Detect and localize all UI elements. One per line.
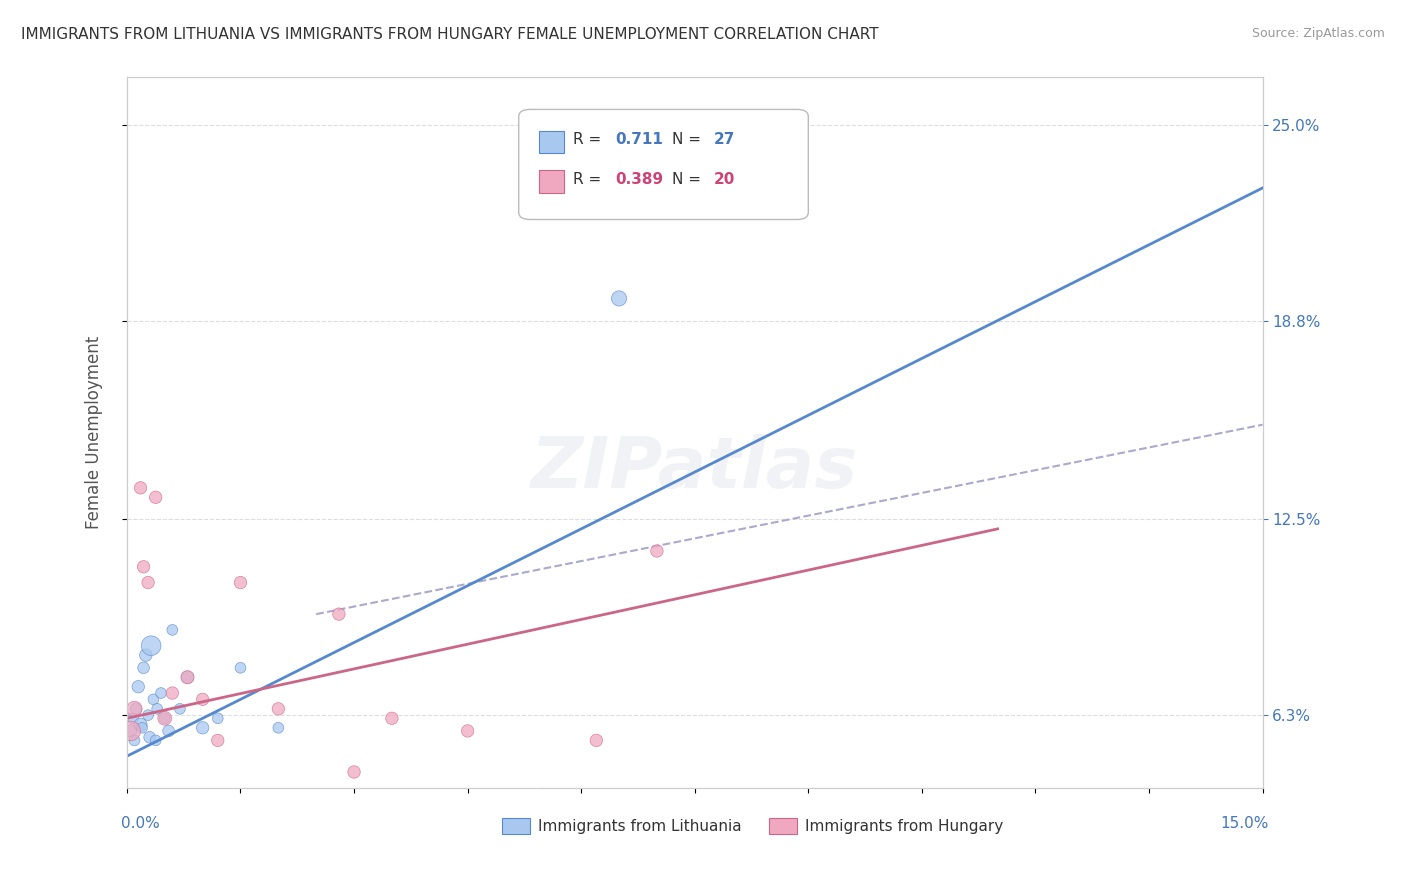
- Point: [162, 623, 184, 637]
- Point: [153, 711, 176, 725]
- Text: Immigrants from Hungary: Immigrants from Hungary: [804, 819, 1002, 834]
- Text: R =: R =: [574, 171, 606, 186]
- Point: [759, 165, 782, 179]
- Text: N =: N =: [672, 132, 706, 147]
- Point: [328, 607, 350, 621]
- Text: ZIPatlas: ZIPatlas: [531, 434, 859, 502]
- Point: [136, 575, 159, 590]
- Text: 15.0%: 15.0%: [1220, 816, 1268, 831]
- Point: [132, 661, 155, 675]
- Point: [229, 575, 252, 590]
- Point: [145, 733, 167, 747]
- Point: [122, 711, 145, 725]
- Point: [207, 711, 229, 725]
- FancyBboxPatch shape: [538, 170, 564, 194]
- Point: [120, 723, 142, 738]
- Point: [207, 733, 229, 747]
- Point: [135, 648, 157, 662]
- FancyBboxPatch shape: [502, 818, 530, 834]
- Point: [176, 670, 198, 684]
- Point: [149, 686, 172, 700]
- Text: 0.389: 0.389: [616, 171, 664, 186]
- FancyBboxPatch shape: [769, 818, 797, 834]
- Point: [457, 723, 479, 738]
- Point: [139, 639, 162, 653]
- Point: [138, 731, 160, 745]
- Point: [145, 491, 167, 505]
- Point: [645, 544, 668, 558]
- Point: [146, 702, 169, 716]
- Point: [229, 661, 252, 675]
- Text: Immigrants from Lithuania: Immigrants from Lithuania: [538, 819, 741, 834]
- Point: [132, 559, 155, 574]
- Point: [531, 787, 554, 801]
- Point: [124, 733, 146, 747]
- Point: [267, 721, 290, 735]
- Point: [127, 680, 149, 694]
- Text: IMMIGRANTS FROM LITHUANIA VS IMMIGRANTS FROM HUNGARY FEMALE UNEMPLOYMENT CORRELA: IMMIGRANTS FROM LITHUANIA VS IMMIGRANTS …: [21, 27, 879, 42]
- Point: [157, 723, 180, 738]
- Y-axis label: Female Unemployment: Female Unemployment: [86, 336, 103, 529]
- Point: [153, 711, 176, 725]
- Text: 0.0%: 0.0%: [121, 816, 160, 831]
- FancyBboxPatch shape: [538, 131, 564, 153]
- Point: [129, 481, 152, 495]
- Point: [343, 764, 366, 779]
- Text: N =: N =: [672, 171, 706, 186]
- Point: [136, 708, 159, 723]
- Point: [162, 686, 184, 700]
- Text: 20: 20: [714, 171, 735, 186]
- Point: [125, 702, 148, 716]
- Point: [120, 723, 142, 738]
- Point: [607, 292, 630, 306]
- Point: [169, 702, 191, 716]
- FancyBboxPatch shape: [519, 110, 808, 219]
- Point: [129, 717, 152, 731]
- Point: [142, 692, 165, 706]
- Text: 0.711: 0.711: [616, 132, 664, 147]
- Point: [267, 702, 290, 716]
- Point: [381, 711, 404, 725]
- Point: [176, 670, 198, 684]
- Point: [585, 733, 607, 747]
- Text: R =: R =: [574, 132, 606, 147]
- Text: Source: ZipAtlas.com: Source: ZipAtlas.com: [1251, 27, 1385, 40]
- Text: 27: 27: [714, 132, 735, 147]
- Point: [124, 702, 146, 716]
- Point: [131, 721, 153, 735]
- Point: [191, 721, 214, 735]
- Point: [191, 692, 214, 706]
